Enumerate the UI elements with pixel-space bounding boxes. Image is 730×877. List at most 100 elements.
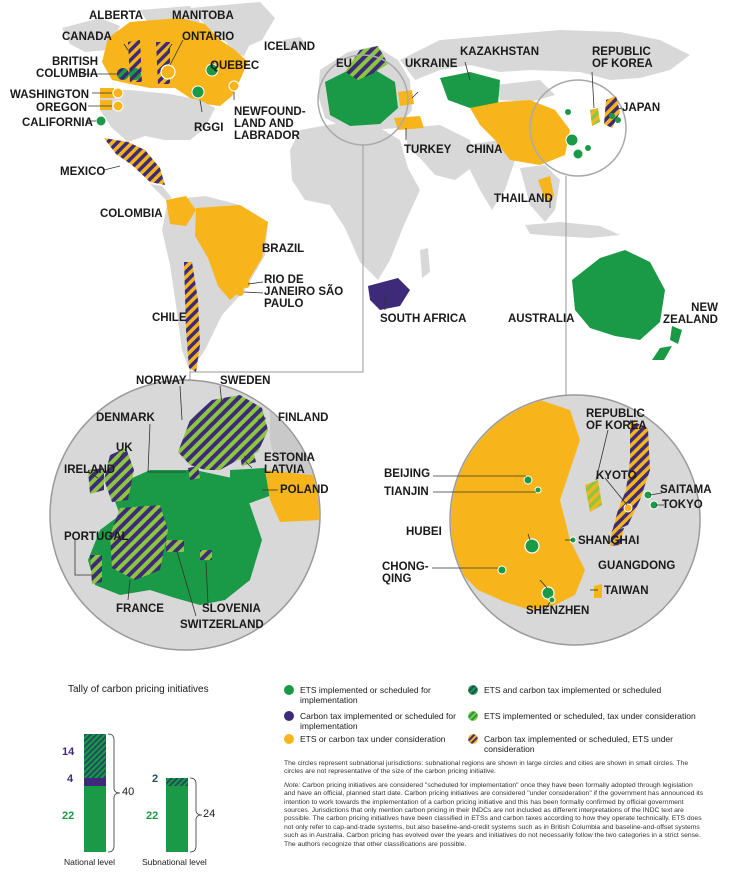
north-africa-land (290, 122, 420, 280)
europe-zoom (49, 379, 321, 651)
leader-lines (82, 39, 623, 310)
asia-leaders (432, 429, 664, 613)
label-kazakhstan: KAZAKHSTAN (460, 46, 540, 58)
subnational-ets-tax-count: 2 (152, 773, 159, 785)
notes: The circles represent subnational jurisd… (284, 760, 704, 854)
russia-land (400, 30, 690, 80)
legend-ets: ETS implemented or scheduled for impleme… (284, 685, 465, 705)
label-estonia: ESTONIA (264, 452, 315, 464)
label-finland: FINLAND (278, 412, 329, 424)
tianjin-circle (534, 486, 542, 494)
newfoundland-circle (228, 80, 240, 92)
zoom-korea-hatch (585, 480, 602, 512)
eu-region-main (325, 68, 398, 126)
zoom-switzerland-hatch (166, 540, 184, 552)
label-south-africa: SOUTH AFRICA (380, 313, 467, 325)
subnational-bar-ets (166, 786, 188, 852)
japan-city-1 (609, 113, 615, 119)
legend-tax-icon (284, 711, 294, 721)
label-kyoto: KYOTO (596, 470, 637, 482)
kazakhstan-region (440, 72, 500, 108)
mexico-region (104, 138, 165, 185)
legend-tax-ets-cons: Carbon tax implemented or scheduled, ETS… (468, 734, 719, 754)
label-british-columbia: BRITISH COLUMBIA (36, 56, 98, 80)
colombia-region (166, 196, 196, 226)
label-guangdong: GUANGDONG (598, 560, 676, 572)
east-asia-zoom (449, 394, 701, 646)
ontario-circle (160, 64, 176, 80)
main-map-circles (95, 63, 621, 296)
label-japan: JAPAN (622, 102, 661, 114)
scandinavia-main (345, 46, 388, 80)
label-colombia: COLOMBIA (100, 208, 163, 220)
label-ireland: IRELAND (64, 464, 116, 476)
europe-zoom-border (49, 379, 321, 651)
notes-label: Note: (284, 781, 301, 789)
legend-consideration: ETS or carbon tax under consideration (284, 734, 465, 744)
national-bar-tax (84, 778, 106, 786)
subnational-bracket (189, 777, 203, 853)
national-bar-ets-tax (84, 734, 106, 778)
label-taiwan: TAIWAN (604, 585, 649, 597)
legend-ets-tax-cons: ETS implemented or scheduled, tax under … (468, 711, 719, 721)
subnational-bar-ets-tax (166, 778, 188, 786)
oregon-region (100, 100, 112, 110)
legend-ets-and-tax-text: ETS and carbon tax implemented or schedu… (484, 685, 662, 695)
china-city-3 (572, 148, 584, 160)
legend-tax-ets-cons-text: Carbon tax implemented or scheduled, ETS… (484, 734, 673, 754)
zoom-baltic-hatch (238, 446, 256, 466)
zoom-japan-hatch (612, 420, 650, 532)
label-republic-of-korea-zoom: REPUBLIC OF KOREA (586, 408, 647, 432)
alaska-land (62, 18, 120, 52)
label-shenzhen: SHENZHEN (526, 605, 590, 617)
east-asia-zoom-circle (529, 79, 627, 177)
label-norway: NORWAY (136, 375, 187, 387)
australia-region (572, 250, 665, 340)
label-poland: POLAND (280, 484, 329, 496)
oregon-circle (112, 100, 124, 112)
tally-bars (84, 733, 203, 853)
national-bracket (107, 733, 121, 853)
national-ets-count: 22 (62, 810, 75, 822)
label-alberta: ALBERTA (89, 10, 144, 22)
label-sweden: SWEDEN (220, 375, 271, 387)
beijing-circle (523, 475, 533, 485)
legend-ets-tax-cons-icon (468, 711, 478, 721)
notes-text: Carbon pricing initiatives are considere… (284, 781, 704, 848)
rio-circle (242, 280, 250, 288)
japan-city-2 (615, 117, 621, 123)
label-ukraine: UKRAINE (405, 58, 458, 70)
label-portugal: PORTUGAL (64, 531, 129, 543)
greenland-land (190, 2, 275, 50)
legend-ets-tax-cons-text: ETS implemented or scheduled, tax under … (484, 711, 696, 721)
china-city-1 (565, 109, 571, 115)
legend-ets-and-tax-icon (468, 685, 478, 695)
label-slovenia: SLOVENIA (202, 603, 261, 615)
label-uk: UK (116, 442, 133, 454)
turkey-region (394, 116, 424, 130)
quebec-circle (205, 63, 219, 77)
label-new-zealand: NEW ZEALAND (663, 302, 718, 326)
south-africa-region (368, 278, 410, 310)
label-iceland: ICELAND (264, 41, 316, 53)
usa-region (100, 90, 215, 142)
indonesia-land (525, 222, 620, 238)
brazil-region (195, 205, 268, 300)
zoom-china-yellow (451, 400, 585, 610)
hubei-circle (524, 538, 540, 554)
label-saitama: SAITAMA (660, 484, 712, 496)
bc-circle (117, 68, 129, 80)
zoom-japan-hatch-2 (610, 528, 624, 546)
national-total: 40 (122, 786, 135, 798)
legend-consideration-text: ETS or carbon tax under consideration (300, 734, 446, 744)
label-switzerland: SWITZERLAND (180, 619, 264, 631)
subnational-caption: Subnational level (142, 857, 207, 867)
label-turkey: TURKEY (404, 144, 452, 156)
legend-tax-text: Carbon tax implemented or scheduled for … (300, 711, 456, 731)
label-france: FRANCE (116, 603, 164, 615)
label-australia: AUSTRALIA (508, 313, 575, 325)
iceland-land (283, 37, 306, 50)
rggi-circle (191, 85, 205, 99)
legend-ets-and-tax: ETS and carbon tax implemented or schedu… (468, 685, 719, 695)
label-rggi: RGGI (194, 122, 224, 134)
